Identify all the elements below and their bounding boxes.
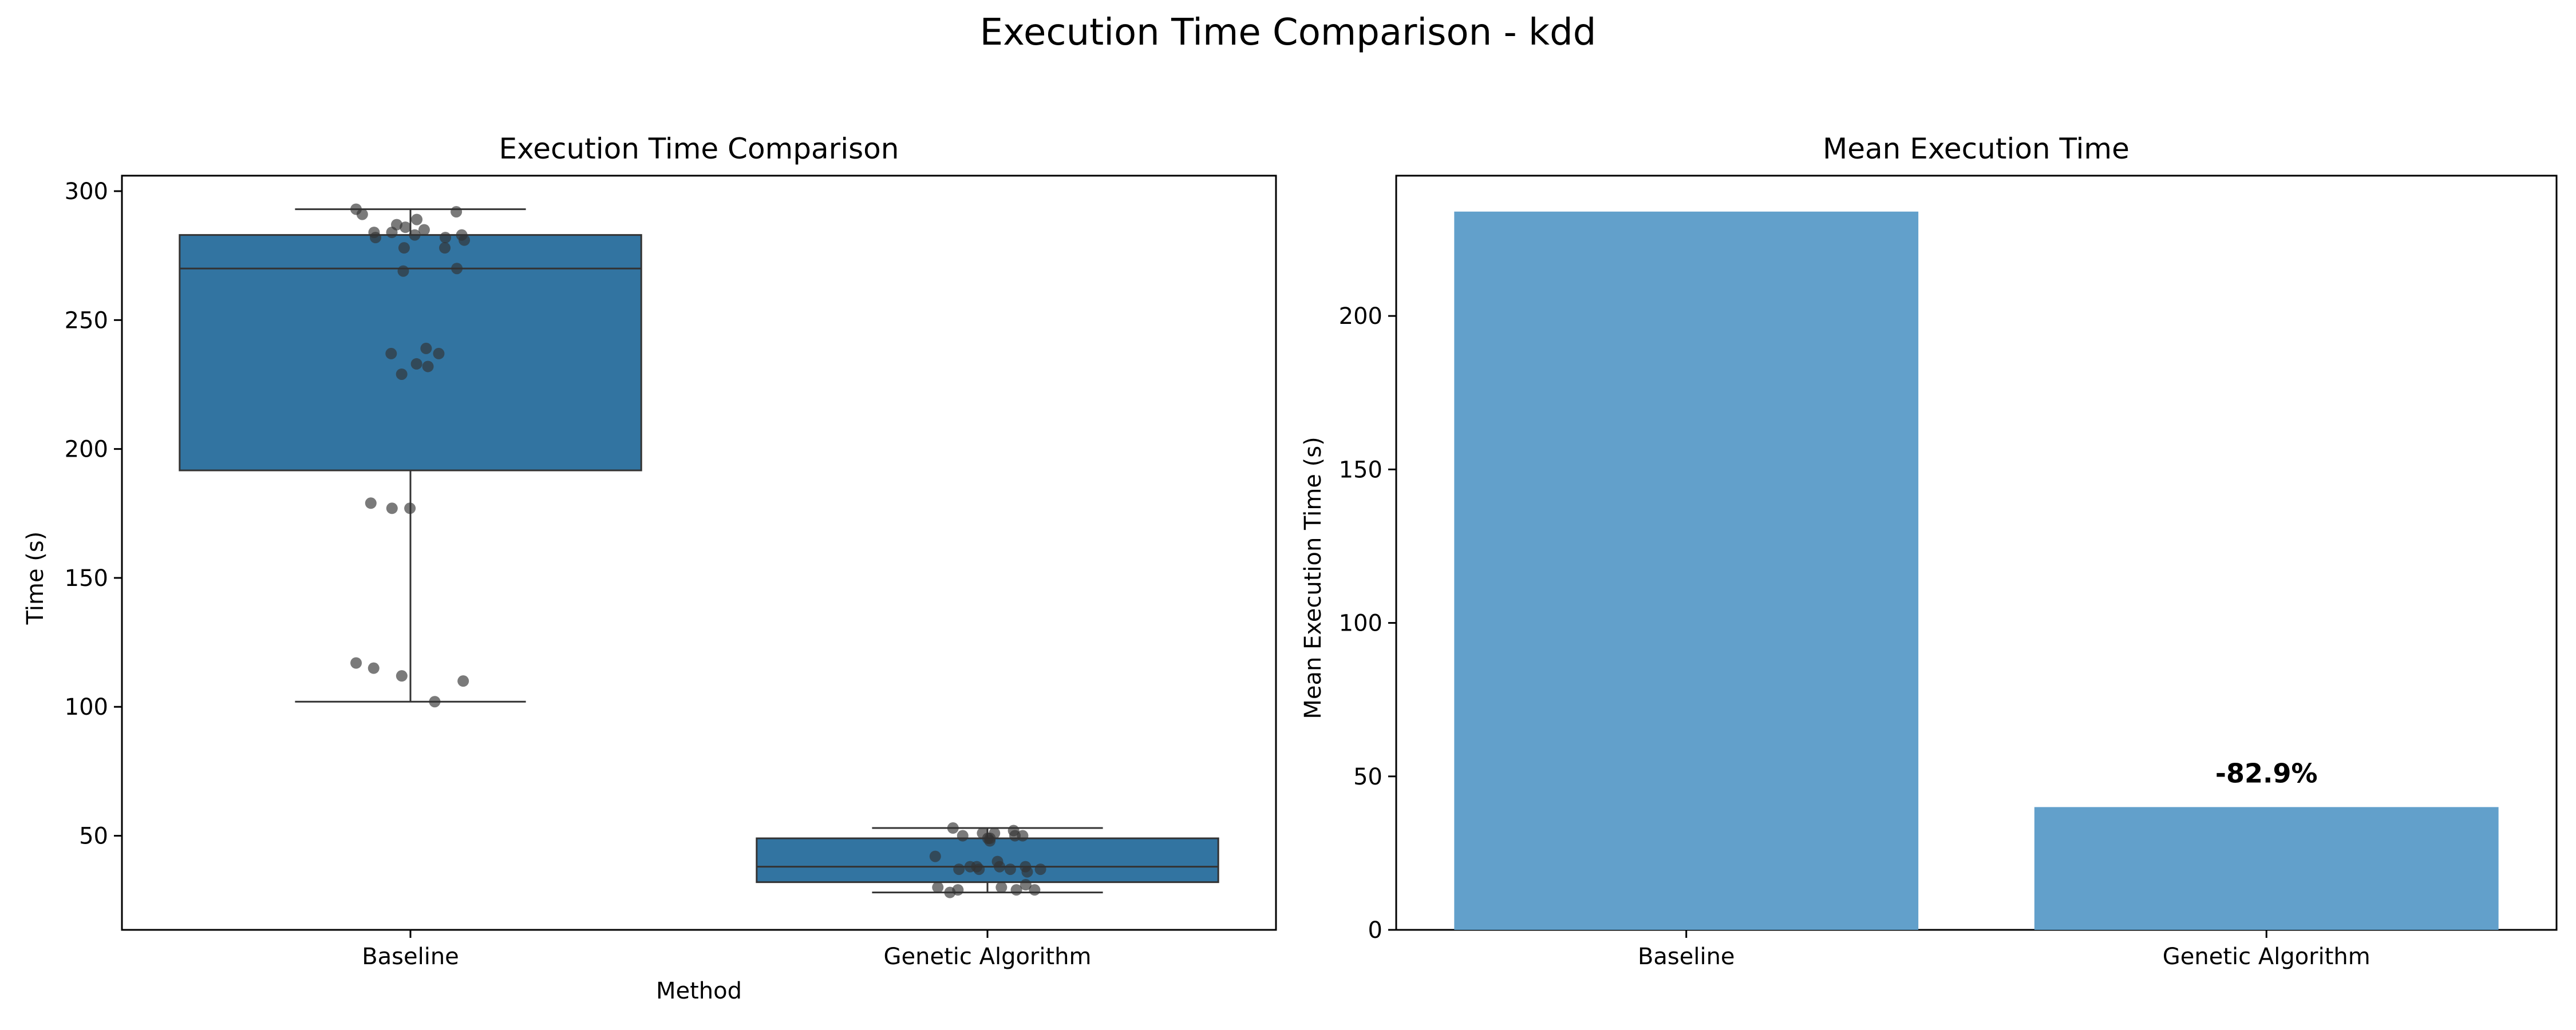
data-point [396,368,408,380]
data-point [957,830,969,842]
data-point [386,227,398,239]
data-point [404,502,416,514]
box-0 [179,234,642,472]
data-point [420,342,432,354]
boxplot-y-tick-label: 300 [65,179,108,205]
data-point [964,861,976,873]
bar-y-tick-label: 50 [1353,764,1382,790]
boxplot-plot-frame [121,175,1277,931]
data-point [1010,884,1022,896]
boxplot-y-tick-label: 150 [65,565,108,592]
data-point [944,886,956,898]
data-point [994,861,1006,873]
bar-0 [1454,211,1919,930]
bar-title: Mean Execution Time [1823,132,2129,165]
data-point [411,213,423,225]
data-point [386,502,398,514]
data-point [439,242,451,254]
data-point [1034,863,1046,876]
data-point [368,662,380,674]
data-point [365,497,377,509]
data-point [433,347,445,359]
data-point [400,221,412,233]
data-point [995,881,1008,893]
data-point [1004,863,1016,876]
boxplot-x-tick-label: Baseline [362,944,459,970]
bar-x-tick-label: Baseline [1638,944,1735,970]
data-point [396,670,408,682]
data-point [422,360,434,373]
boxplot-y-tick-label: 100 [65,694,108,720]
data-point [409,229,421,241]
data-point [1009,830,1021,842]
bar-plot-frame [1395,175,2558,931]
data-point [953,863,965,876]
boxplot-y-tick-label: 200 [65,437,108,463]
data-point [429,696,441,708]
bar-panel: Mean Execution Time Mean Execution Time … [1300,132,2558,970]
data-point [459,234,471,246]
data-point [350,657,362,669]
boxplot-panel: Execution Time Comparison Method Time (s… [22,132,1277,1004]
data-point [410,358,422,370]
data-point [440,232,452,244]
data-point [457,675,469,687]
bar-1 [2034,807,2499,930]
data-point [397,265,409,277]
data-point [385,347,397,359]
data-point [1020,879,1032,891]
data-point [356,208,368,220]
data-point [932,881,944,893]
bar-y-tick-label: 100 [1339,611,1382,637]
data-point [929,850,941,862]
boxplot-y-tick-label: 250 [65,307,108,334]
data-point [1029,884,1041,896]
data-point [418,224,430,236]
boxplot-y-axis-label: Time (s) [22,532,49,625]
bar-x-tick-label: Genetic Algorithm [2163,944,2370,970]
bar-y-tick-label: 200 [1339,303,1382,330]
bar-y-tick-label: 150 [1339,457,1382,483]
boxplot-title: Execution Time Comparison [499,132,899,165]
boxplot-y-tick-label: 50 [79,823,108,850]
data-point [398,242,410,254]
boxplot-x-axis-label: Method [656,978,742,1004]
data-point [1021,866,1033,878]
figure-title: Execution Time Comparison - kdd [980,11,1597,54]
data-point [984,835,996,847]
boxplot-x-tick-label: Genetic Algorithm [884,944,1092,970]
data-point [370,232,382,244]
data-point [451,263,463,275]
bar-annotation: -82.9% [2215,758,2318,789]
bar-y-axis-label: Mean Execution Time (s) [1300,437,1326,719]
data-point [973,863,985,876]
bar-y-tick-label: 0 [1368,917,1382,944]
data-point [451,206,463,218]
data-point [947,822,959,834]
